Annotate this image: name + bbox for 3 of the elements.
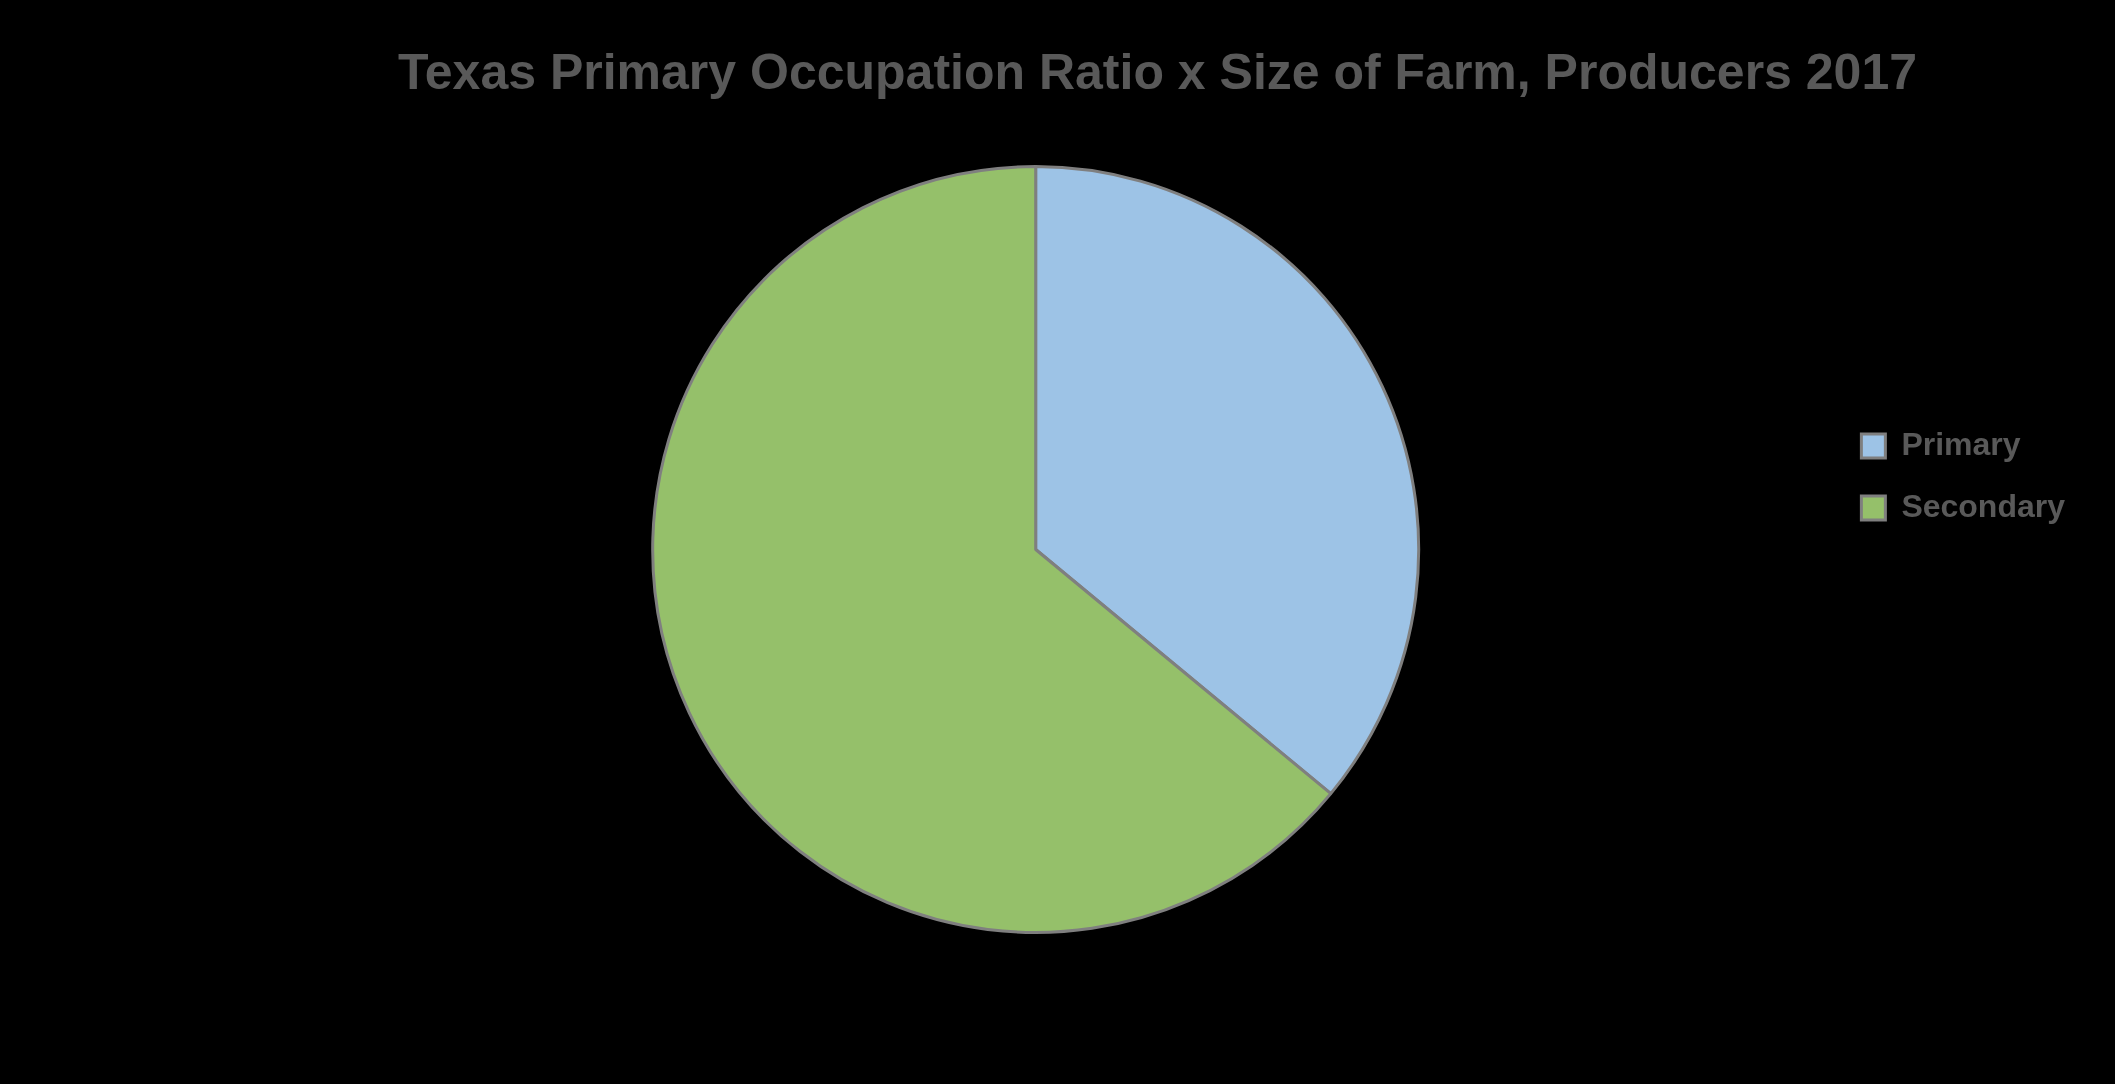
legend-label: Secondary [1901,487,2066,524]
legend-label: Primary [1901,425,2021,462]
chart-title: Texas Primary Occupation Ratio x Size of Farm, Producers 2017 [397,43,1918,100]
